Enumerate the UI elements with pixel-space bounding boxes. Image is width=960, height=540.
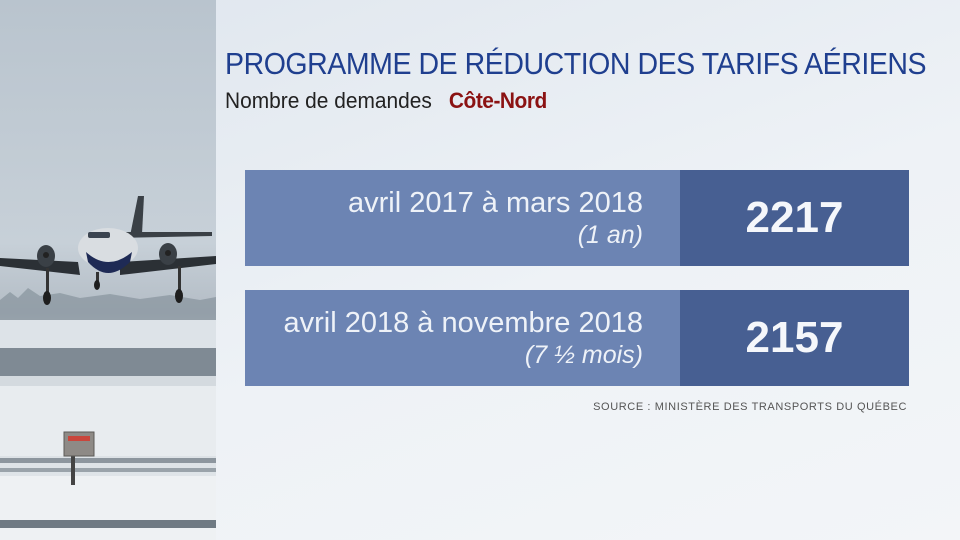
period-cell: avril 2017 à mars 2018 (1 an) [245,170,680,266]
region-label: Côte-Nord [448,88,547,113]
duration-label: (7 ½ mois) [524,341,643,369]
stat-row-2018: avril 2018 à novembre 2018 (7 ½ mois) 21… [245,290,909,386]
subtitle-label: Nombre de demandes [225,88,432,113]
airplane-photo [0,0,216,540]
request-count: 2157 [680,290,909,386]
page-title: PROGRAMME DE RÉDUCTION DES TARIFS AÉRIEN… [225,46,927,81]
duration-label: (1 an) [577,221,643,249]
stat-row-2017: avril 2017 à mars 2018 (1 an) 2217 [245,170,909,266]
request-count: 2217 [680,170,909,266]
period-label: avril 2017 à mars 2018 [348,187,643,219]
subtitle: Nombre de demandes Côte-Nord [225,88,547,114]
source-note: SOURCE : MINISTÈRE DES TRANSPORTS DU QUÉ… [593,401,907,413]
period-label: avril 2018 à novembre 2018 [283,307,643,339]
period-cell: avril 2018 à novembre 2018 (7 ½ mois) [245,290,680,386]
